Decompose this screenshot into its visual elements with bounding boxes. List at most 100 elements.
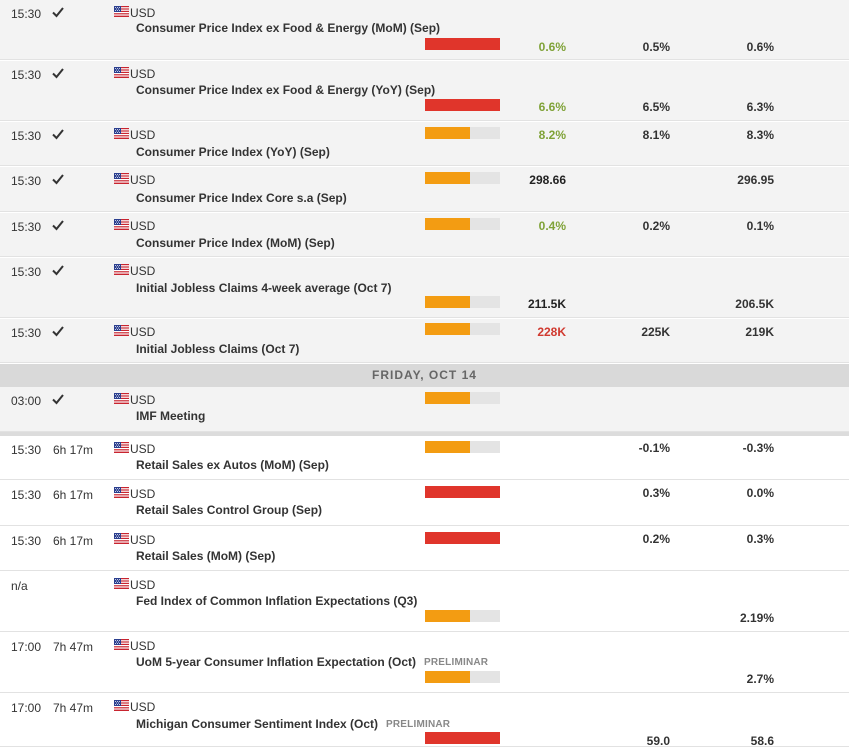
previous-value: 0.6% — [746, 40, 774, 54]
event-row[interactable]: 15:30 6h 17m USD Retail Sales (MoM) (Sep) 0.… — [0, 527, 849, 571]
impact-bar — [425, 610, 500, 622]
impact-fill — [425, 610, 470, 622]
event-row[interactable]: 17:00 7h 47m USD Michigan Consumer Sentimen… — [0, 694, 849, 748]
actual-value: 211.5K — [527, 297, 566, 311]
section-divider — [0, 432, 849, 436]
previous-value: 0.0% — [746, 486, 774, 500]
event-time: 15:30 — [11, 129, 42, 143]
countdown: 7h 47m — [53, 701, 94, 715]
event-name[interactable]: IMF Meeting — [136, 409, 206, 423]
consensus-value: -0.1% — [638, 441, 670, 455]
consensus-value: 0.2% — [642, 219, 670, 233]
event-time: 15:30 — [11, 534, 42, 548]
impact-bar — [425, 38, 500, 50]
us-flag-icon — [114, 264, 129, 275]
event-time: 15:30 — [11, 488, 42, 502]
us-flag-icon — [114, 533, 129, 544]
impact-bar — [425, 172, 500, 184]
previous-value: 0.3% — [746, 532, 774, 546]
currency: USD — [130, 219, 156, 233]
event-name[interactable]: Michigan Consumer Sentiment Index (Oct) — [136, 717, 379, 731]
event-row[interactable]: 15:30 USD Consumer Price Index ex Food & E… — [0, 61, 849, 121]
previous-value: 0.1% — [746, 219, 774, 233]
previous-value: 219K — [745, 325, 774, 339]
impact-fill — [425, 172, 470, 184]
consensus-value: 8.1% — [642, 128, 670, 142]
consensus-value: 225K — [641, 325, 670, 339]
us-flag-icon — [114, 487, 129, 498]
impact-bar — [425, 218, 500, 230]
event-row[interactable]: 15:30 USD Initial Jobless Claims 4-week av… — [0, 258, 849, 318]
event-name[interactable]: Consumer Price Index (MoM) (Sep) — [136, 236, 335, 250]
event-row[interactable]: 15:30 USD Consumer Price Index (YoY) (Sep)… — [0, 122, 849, 166]
event-name[interactable]: Initial Jobless Claims (Oct 7) — [136, 342, 300, 356]
currency: USD — [130, 6, 156, 20]
us-flag-icon — [114, 219, 129, 230]
event-time: n/a — [11, 579, 28, 593]
checkmark-icon — [51, 127, 65, 141]
currency: USD — [130, 442, 156, 456]
impact-fill — [425, 532, 500, 544]
event-name[interactable]: Retail Sales ex Autos (MoM) (Sep) — [136, 458, 329, 472]
currency: USD — [130, 700, 156, 714]
currency: USD — [130, 67, 156, 81]
impact-fill — [425, 99, 500, 111]
impact-fill — [425, 671, 470, 683]
currency: USD — [130, 264, 156, 278]
event-row[interactable]: 15:30 6h 17m USD Retail Sales Control Group… — [0, 481, 849, 526]
event-name[interactable]: Initial Jobless Claims 4-week average (O… — [136, 281, 392, 295]
impact-bar — [425, 532, 500, 544]
currency: USD — [130, 173, 156, 187]
us-flag-icon — [114, 700, 129, 711]
event-row[interactable]: 15:30 6h 17m USD Retail Sales ex Autos (MoM… — [0, 436, 849, 480]
us-flag-icon — [114, 128, 129, 139]
currency: USD — [130, 487, 156, 501]
event-row[interactable]: 17:00 7h 47m USD UoM 5-year Consumer Inflat… — [0, 633, 849, 693]
event-name[interactable]: Fed Index of Common Inflation Expectatio… — [136, 594, 418, 608]
impact-fill — [425, 441, 470, 453]
impact-bar — [425, 732, 500, 744]
impact-fill — [425, 323, 470, 335]
event-row[interactable]: 15:30 USD Consumer Price Index (MoM) (Sep)… — [0, 213, 849, 257]
event-name[interactable]: Retail Sales Control Group (Sep) — [136, 503, 323, 517]
us-flag-icon — [114, 393, 129, 404]
event-time: 15:30 — [11, 7, 42, 21]
us-flag-icon — [114, 442, 129, 453]
event-name[interactable]: Retail Sales (MoM) (Sep) — [136, 549, 276, 563]
event-row[interactable]: n/a USD Fed Index of Common Inflation Expe… — [0, 572, 849, 632]
currency: USD — [130, 578, 156, 592]
checkmark-icon — [51, 324, 65, 338]
event-time: 15:30 — [11, 443, 42, 457]
event-row[interactable]: 15:30 USD Consumer Price Index ex Food & E… — [0, 0, 849, 60]
us-flag-icon — [114, 6, 129, 17]
previous-value: 206.5K — [735, 297, 774, 311]
event-time: 15:30 — [11, 174, 42, 188]
event-row[interactable]: 15:30 USD Initial Jobless Claims (Oct 7) 22… — [0, 319, 849, 363]
event-name[interactable]: Consumer Price Index (YoY) (Sep) — [136, 145, 330, 159]
previous-value: 58.6 — [750, 734, 774, 748]
countdown: 6h 17m — [53, 534, 94, 548]
previous-value: 2.7% — [746, 672, 774, 686]
event-name[interactable]: UoM 5-year Consumer Inflation Expectatio… — [136, 655, 417, 669]
previous-value: 8.3% — [746, 128, 774, 142]
previous-value: 6.3% — [746, 100, 774, 114]
actual-value: 8.2% — [538, 128, 566, 142]
event-time: 03:00 — [11, 394, 42, 408]
event-row[interactable]: 15:30 USD Consumer Price Index Core s.a (S… — [0, 167, 849, 212]
impact-fill — [425, 732, 500, 744]
event-time: 15:30 — [11, 265, 42, 279]
event-time: 15:30 — [11, 220, 42, 234]
event-name[interactable]: Consumer Price Index ex Food & Energy (Y… — [136, 83, 436, 97]
impact-bar — [425, 486, 500, 498]
consensus-value: 0.2% — [642, 532, 670, 546]
checkmark-icon — [51, 66, 65, 80]
event-name[interactable]: Consumer Price Index Core s.a (Sep) — [136, 191, 347, 205]
impact-bar — [425, 392, 500, 404]
event-row[interactable]: 03:00 USD IMF Meeting — [0, 387, 849, 432]
preliminary-tag: PRELIMINAR — [424, 657, 489, 668]
impact-fill — [425, 486, 500, 498]
us-flag-icon — [114, 67, 129, 78]
impact-bar — [425, 127, 500, 139]
previous-value: 2.19% — [739, 611, 774, 625]
event-name[interactable]: Consumer Price Index ex Food & Energy (M… — [136, 21, 441, 35]
